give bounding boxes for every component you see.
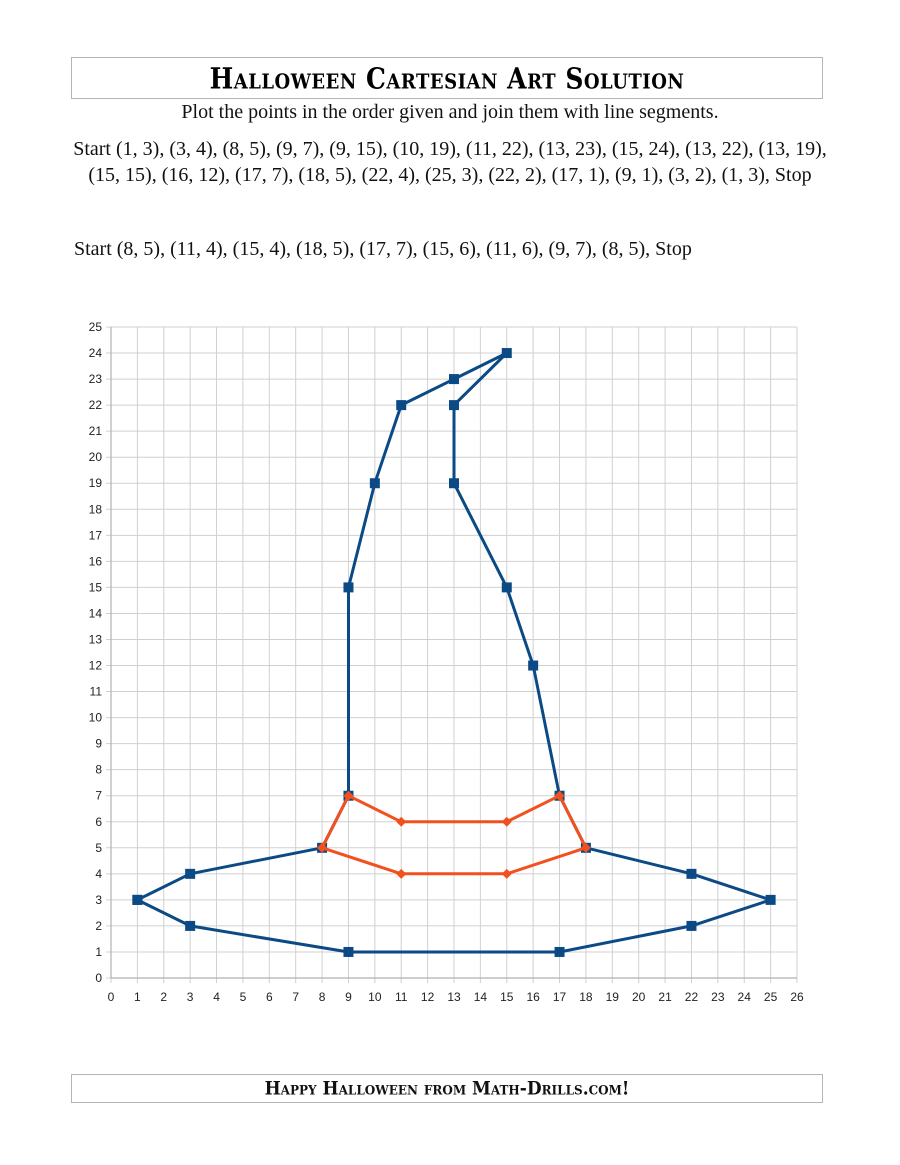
x-tick-label: 6 [266, 990, 273, 1004]
page-title: Halloween Cartesian Art Solution [209, 61, 685, 95]
data-point-diamond [554, 790, 565, 801]
data-point-square [528, 660, 539, 671]
data-point-diamond [317, 842, 328, 853]
y-tick-label: 11 [90, 685, 103, 699]
data-point-square [686, 868, 697, 879]
y-tick-label: 14 [89, 606, 103, 620]
y-tick-label: 1 [95, 945, 102, 959]
x-tick-label: 22 [685, 990, 699, 1004]
y-tick-label: 23 [89, 372, 103, 386]
footer-text: Happy Halloween from Math-Drills.com! [264, 1077, 630, 1100]
data-point-square [396, 400, 407, 411]
y-tick-label: 6 [95, 815, 102, 829]
data-point-diamond [343, 790, 354, 801]
x-tick-label: 11 [395, 990, 408, 1004]
y-tick-label: 25 [89, 320, 103, 334]
x-tick-label: 2 [160, 990, 167, 1004]
y-tick-label: 19 [89, 476, 103, 490]
y-tick-label: 24 [89, 346, 103, 360]
title-box: Halloween Cartesian Art Solution [71, 57, 823, 99]
y-tick-label: 16 [89, 554, 103, 568]
x-tick-label: 12 [421, 990, 435, 1004]
y-tick-label: 22 [89, 398, 103, 412]
x-tick-label: 16 [526, 990, 540, 1004]
data-point-diamond [501, 868, 512, 879]
data-point-diamond [501, 816, 512, 827]
data-point-diamond [396, 868, 407, 879]
data-point-diamond [396, 816, 407, 827]
x-tick-label: 3 [187, 990, 194, 1004]
y-tick-label: 9 [95, 737, 102, 751]
x-tick-label: 7 [292, 990, 299, 1004]
x-tick-label: 8 [319, 990, 326, 1004]
y-tick-label: 20 [89, 450, 103, 464]
x-tick-label: 17 [553, 990, 567, 1004]
y-tick-label: 17 [89, 528, 103, 542]
data-point-square [686, 920, 697, 931]
chart-series [132, 348, 776, 957]
data-point-square [132, 894, 143, 905]
x-tick-label: 9 [345, 990, 352, 1004]
point-sequence-1: Start (1, 3), (3, 4), (8, 5), (9, 7), (9… [73, 138, 827, 186]
y-tick-label: 5 [95, 841, 102, 855]
data-point-diamond [580, 842, 591, 853]
x-tick-label: 4 [213, 990, 220, 1004]
data-point-square [185, 920, 196, 931]
data-point-square [449, 374, 459, 385]
chart-grid [106, 326, 798, 983]
x-tick-label: 20 [632, 990, 646, 1004]
axis-tick-labels: 0 1 2 3 4 5 6 7 8 9 10 11 12 13 14 15 16 17 18 19 20 21 22 23 24… [89, 320, 804, 1004]
y-tick-label: 8 [95, 763, 102, 777]
x-tick-label: 21 [658, 990, 672, 1004]
series-2 [317, 790, 591, 879]
data-point-square [449, 478, 459, 489]
x-tick-label: 14 [474, 990, 488, 1004]
y-tick-label: 18 [89, 502, 103, 516]
data-point-square [343, 582, 354, 593]
x-tick-label: 10 [368, 990, 382, 1004]
x-tick-label: 13 [447, 990, 461, 1004]
y-tick-label: 4 [95, 867, 102, 881]
x-tick-label: 23 [711, 990, 725, 1004]
instructions: Plot the points in the order given and j… [181, 101, 719, 123]
y-tick-label: 15 [89, 580, 103, 594]
x-tick-label: 18 [579, 990, 593, 1004]
x-tick-label: 25 [764, 990, 778, 1004]
x-tick-label: 24 [738, 990, 752, 1004]
data-point-square [369, 478, 380, 489]
y-tick-label: 7 [95, 789, 102, 803]
footer-box: Happy Halloween from Math-Drills.com! [71, 1074, 823, 1103]
y-tick-label: 21 [89, 424, 103, 438]
data-point-square [501, 348, 512, 359]
data-point-square [449, 400, 459, 411]
data-point-square [765, 894, 776, 905]
data-point-square [554, 946, 565, 957]
x-tick-label: 0 [108, 990, 115, 1004]
y-tick-label: 12 [89, 659, 103, 673]
x-tick-label: 15 [500, 990, 514, 1004]
data-point-square [501, 582, 512, 593]
y-tick-label: 13 [89, 632, 103, 646]
series-line [136, 351, 773, 954]
y-tick-label: 10 [89, 711, 103, 725]
y-tick-label: 2 [95, 919, 102, 933]
x-tick-label: 1 [134, 990, 141, 1004]
x-tick-label: 19 [606, 990, 620, 1004]
point-sequence-2: Start (8, 5), (11, 4), (15, 4), (18, 5),… [74, 238, 692, 260]
y-tick-label: 0 [95, 971, 102, 985]
x-tick-label: 26 [790, 990, 804, 1004]
x-tick-label: 5 [240, 990, 247, 1004]
y-tick-label: 3 [95, 893, 102, 907]
data-point-square [343, 946, 354, 957]
data-point-square [185, 868, 196, 879]
